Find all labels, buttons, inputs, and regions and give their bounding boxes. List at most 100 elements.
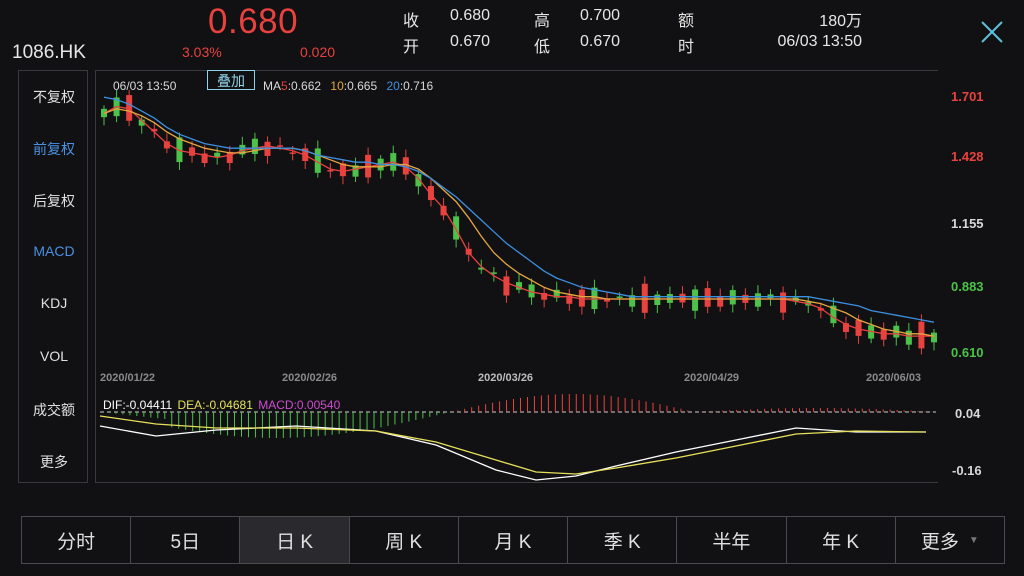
period-tabbar: 分时 5日 日 K 周 K 月 K 季 K 半年 年 K 更多 ▼ [21,516,1005,564]
candle-body [314,148,321,173]
candle-body [754,293,761,307]
candle-body [440,205,447,216]
macd-axis-label: 0.04 [955,406,981,421]
tab-monthly-k[interactable]: 月 K [459,517,569,563]
quote-time-label: 时 [678,39,695,56]
quote-low-value: 0.670 [580,33,621,50]
quote-amount-value: 180万 [819,13,862,30]
candle-body [704,288,711,307]
tab-weekly-k[interactable]: 周 K [350,517,459,563]
price-axis-label: 1.155 [951,216,984,231]
ma-line-ma20 [103,96,935,323]
dea-value: DEA:-0.04681 [177,398,253,412]
quote-high-label: 高 [534,13,551,30]
candle-body [516,282,522,290]
ma20-value: :0.716 [399,79,434,93]
sidebar-item-kdj[interactable]: KDJ [40,295,68,311]
tab-label: 半年 [712,531,751,553]
candle-body [578,289,585,307]
dif-value: DIF:-0.04411 [103,398,173,412]
candle-body [616,296,623,298]
tab-daily-k[interactable]: 日 K [240,517,350,563]
macd-legend: DIF:-0.04411 DEA:-0.04681 MACD:0.00540 [103,398,340,412]
tab-yearly-k[interactable]: 年 K [787,517,896,563]
candle-body [654,294,661,305]
candle-body [528,284,535,298]
tab-label: 年 K [822,531,860,553]
tab-intraday[interactable]: 分时 [22,517,132,563]
sidebar-item-no-adjust[interactable]: 不复权 [33,89,75,105]
candle-body [641,283,648,313]
quote-time-value: 06/03 13:50 [777,33,862,50]
price-axis-label: 1.701 [951,89,984,104]
dea-line [99,415,927,475]
candle-body [176,137,183,163]
candle-body [918,321,925,349]
candle-body [339,163,346,177]
ma20-label: 20 [386,79,400,93]
sidebar-item-macd[interactable]: MACD [33,243,75,259]
stock-code: 1086.HK [12,42,86,63]
quote-close-value: 0.680 [450,7,491,24]
candle-body [490,272,497,274]
sidebar-item-forward-adjust[interactable]: 前复权 [33,141,75,157]
ma5-value: :0.662 [287,79,322,93]
last-price: 0.680 [208,2,299,41]
ma5-label: 5 [281,79,288,93]
sidebar-item-turnover[interactable]: 成交额 [33,402,75,418]
dropdown-icon: ▼ [968,534,979,546]
candle-body [855,319,862,336]
price-axis-label: 0.610 [951,345,984,360]
date-label: 2020/06/03 [866,372,922,384]
quote-low-label: 低 [534,39,551,56]
candle-body [415,174,422,187]
ma10-value: :0.665 [343,79,378,93]
candle-body [830,305,837,324]
quote-high-value: 0.700 [580,7,621,24]
candle-body [478,267,485,270]
candle-body [880,329,887,340]
tab-label: 5日 [170,531,201,553]
ma-line-ma10 [103,108,935,337]
close-button[interactable] [976,16,1008,48]
date-label: 2020/03/26 [478,372,534,384]
quote-amount-label: 额 [678,13,695,30]
candle-body [842,323,849,333]
candle-body [163,141,170,149]
sidebar-item-more[interactable]: 更多 [40,454,68,470]
change-percent: 3.03% [182,44,222,60]
price-axis-label: 0.883 [951,279,984,294]
candle-body [365,154,372,178]
tab-label: 周 K [385,531,423,553]
tab-label: 日 K [276,531,314,553]
candle-body [566,295,573,304]
candle-body [138,119,145,126]
ma-line-ma5 [103,105,934,337]
candle-body [201,153,208,163]
candle-body [717,296,724,307]
sidebar-item-backward-adjust[interactable]: 后复权 [33,193,75,209]
tab-label: 季 K [603,531,641,553]
quote-open-value: 0.670 [450,33,491,50]
kline-chart[interactable] [96,90,938,482]
candle-body [214,152,221,157]
tab-half-year[interactable]: 半年 [677,517,787,563]
dif-line [99,425,926,481]
candle-body [604,298,611,302]
quote-close-label: 收 [403,13,420,30]
ma-legend: MA5:0.662 10:0.665 20:0.716 [263,79,433,93]
tab-more[interactable]: 更多 ▼ [896,517,1004,563]
candle-body [553,289,560,298]
candle-body [239,144,246,155]
overlay-button[interactable]: 叠加 [207,70,255,90]
tab-quarterly-k[interactable]: 季 K [568,517,678,563]
candle-body [780,292,787,313]
date-label: 2020/04/29 [684,372,740,384]
candle-body [352,165,359,177]
quote-open-label: 开 [403,39,420,56]
candle-body [905,330,912,345]
tab-5day[interactable]: 5日 [131,517,241,563]
candle-body [226,151,233,164]
sidebar-item-vol[interactable]: VOL [39,348,68,364]
close-icon [981,21,1003,43]
